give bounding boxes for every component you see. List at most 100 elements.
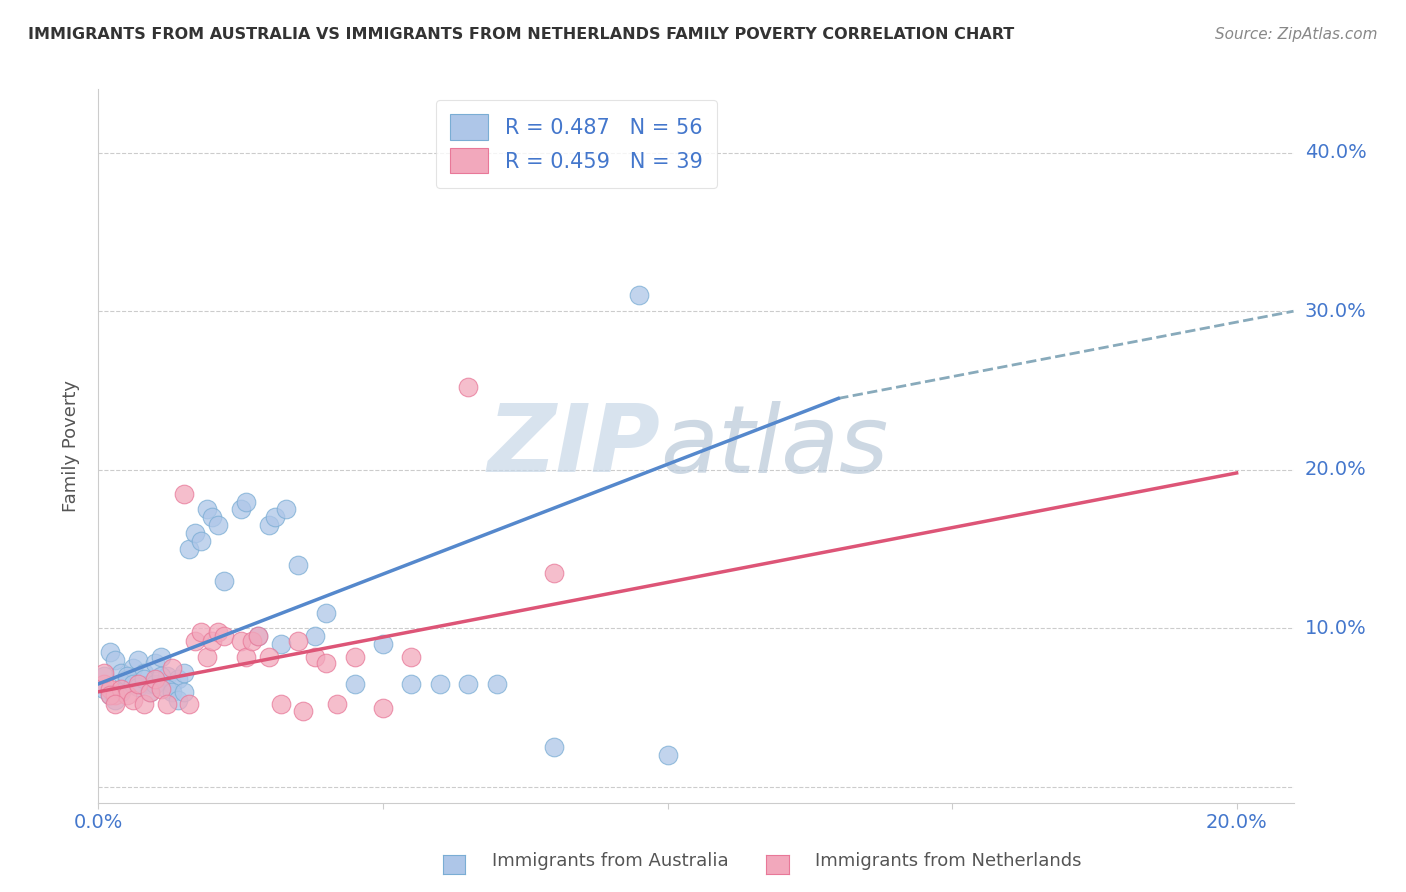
Point xyxy=(179,698,201,712)
Y-axis label: Family Poverty: Family Poverty xyxy=(62,380,80,512)
Text: 40.0%: 40.0% xyxy=(1305,143,1367,162)
Point xyxy=(115,688,138,702)
Point xyxy=(401,649,423,664)
Point xyxy=(235,649,257,664)
Point xyxy=(212,574,235,588)
Point xyxy=(167,692,190,706)
Point xyxy=(543,566,565,580)
Point xyxy=(110,681,132,696)
Point xyxy=(257,518,280,533)
Point xyxy=(127,653,149,667)
Point xyxy=(162,677,184,691)
Point xyxy=(543,740,565,755)
Point xyxy=(121,692,143,706)
Point xyxy=(229,634,252,648)
Point xyxy=(132,665,155,680)
Point xyxy=(143,672,166,686)
Point xyxy=(104,692,127,706)
Point xyxy=(121,677,143,691)
Point xyxy=(110,685,132,699)
Point xyxy=(212,629,235,643)
Point xyxy=(162,661,184,675)
Point xyxy=(207,624,229,639)
Point xyxy=(184,526,207,541)
Point xyxy=(207,518,229,533)
Point xyxy=(263,510,285,524)
Point xyxy=(150,649,173,664)
Point xyxy=(229,502,252,516)
Point xyxy=(138,685,160,699)
Point xyxy=(173,685,195,699)
Point xyxy=(93,669,115,683)
Point xyxy=(195,502,218,516)
Point xyxy=(246,629,269,643)
Point xyxy=(201,510,224,524)
Point xyxy=(167,672,190,686)
Text: Immigrants from Australia: Immigrants from Australia xyxy=(492,852,728,870)
Point xyxy=(132,698,155,712)
Point xyxy=(121,661,143,675)
Point xyxy=(657,748,679,763)
Point xyxy=(93,677,115,691)
Point xyxy=(257,649,280,664)
Point xyxy=(270,637,292,651)
Point xyxy=(429,677,451,691)
Text: ZIP: ZIP xyxy=(488,400,661,492)
Text: Source: ZipAtlas.com: Source: ZipAtlas.com xyxy=(1215,27,1378,42)
Point xyxy=(98,688,121,702)
Point xyxy=(179,542,201,557)
Point xyxy=(150,669,173,683)
Point xyxy=(343,649,366,664)
Point xyxy=(235,494,257,508)
Point xyxy=(156,681,179,696)
Point xyxy=(138,677,160,691)
Point xyxy=(485,677,508,691)
Point xyxy=(98,688,121,702)
Point xyxy=(371,637,394,651)
Point xyxy=(326,698,349,712)
Point xyxy=(371,700,394,714)
Point xyxy=(315,657,337,671)
Point xyxy=(184,634,207,648)
Point xyxy=(93,681,115,696)
Legend: R = 0.487   N = 56, R = 0.459   N = 39: R = 0.487 N = 56, R = 0.459 N = 39 xyxy=(436,100,717,188)
Point xyxy=(93,665,115,680)
Point xyxy=(270,698,292,712)
Point xyxy=(201,634,224,648)
Point xyxy=(287,634,309,648)
Point xyxy=(104,688,127,702)
Point xyxy=(628,288,651,302)
Point xyxy=(162,685,184,699)
Point xyxy=(401,677,423,691)
Point xyxy=(127,677,149,691)
Point xyxy=(173,486,195,500)
Point xyxy=(127,680,149,694)
Text: IMMIGRANTS FROM AUSTRALIA VS IMMIGRANTS FROM NETHERLANDS FAMILY POVERTY CORRELAT: IMMIGRANTS FROM AUSTRALIA VS IMMIGRANTS … xyxy=(28,27,1014,42)
Text: 10.0%: 10.0% xyxy=(1305,619,1367,638)
Point xyxy=(173,665,195,680)
Point xyxy=(246,629,269,643)
Point xyxy=(143,657,166,671)
Point xyxy=(156,698,179,712)
Point xyxy=(287,558,309,572)
Text: Immigrants from Netherlands: Immigrants from Netherlands xyxy=(815,852,1083,870)
Point xyxy=(104,698,127,712)
Text: 20.0%: 20.0% xyxy=(1305,460,1367,479)
Point xyxy=(115,669,138,683)
Point xyxy=(292,704,315,718)
Point xyxy=(150,681,173,696)
Point xyxy=(195,649,218,664)
Text: atlas: atlas xyxy=(661,401,889,491)
Point xyxy=(98,681,121,696)
Point xyxy=(143,677,166,691)
Point xyxy=(156,669,179,683)
Point xyxy=(98,645,121,659)
Point xyxy=(115,672,138,686)
Point xyxy=(132,672,155,686)
Point xyxy=(104,653,127,667)
Point xyxy=(457,677,479,691)
Text: 30.0%: 30.0% xyxy=(1305,301,1367,321)
Point xyxy=(138,685,160,699)
Point xyxy=(304,649,326,664)
Point xyxy=(190,624,212,639)
